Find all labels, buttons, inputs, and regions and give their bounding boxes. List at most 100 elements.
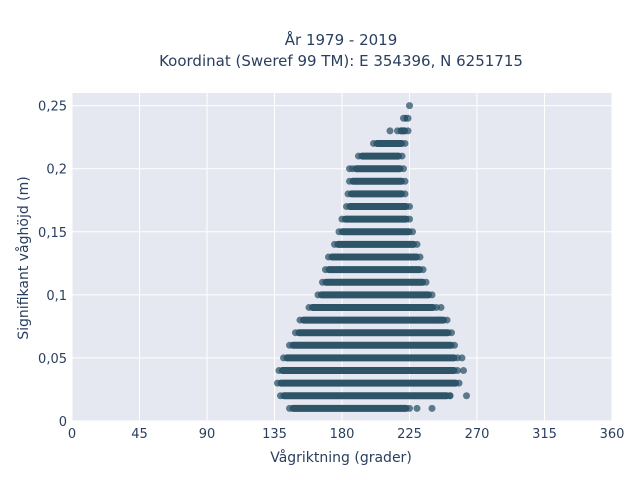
band-4 [280, 354, 461, 362]
band-bar [277, 379, 459, 387]
band-start-point [346, 177, 353, 185]
band-11 [322, 266, 427, 274]
band-start-point [331, 240, 338, 248]
band-end-point [455, 379, 463, 387]
band-10 [319, 278, 430, 286]
band-start-point [344, 190, 352, 198]
band-bar [358, 152, 402, 160]
band-bar [334, 240, 417, 248]
band-14 [335, 228, 416, 236]
data-point [346, 165, 353, 173]
band-bar [339, 228, 413, 236]
band-end-point [401, 177, 409, 185]
band-end-point [416, 253, 424, 261]
band-start-point [394, 127, 401, 135]
x-tick-label: 135 [262, 427, 287, 442]
band-bar [373, 139, 405, 147]
band-end-point [451, 341, 458, 349]
band-bar [300, 316, 447, 324]
band-end-point [400, 165, 407, 173]
band-end-point [443, 316, 451, 324]
band-start-point [355, 152, 362, 160]
band-bar [309, 303, 437, 311]
band-end-point [401, 139, 409, 147]
band-bar [280, 392, 450, 400]
band-end-point [406, 404, 413, 412]
band-20 [355, 152, 406, 160]
band-bar [346, 203, 410, 211]
data-point [437, 303, 445, 311]
band-start-point [286, 404, 293, 412]
band-end-point [409, 228, 416, 236]
band-6 [292, 329, 455, 337]
chart-title-line1: År 1979 - 2019 [285, 30, 398, 49]
band-start-point [274, 379, 281, 387]
band-8 [305, 303, 440, 311]
band-start-point [292, 329, 299, 337]
band-7 [296, 316, 451, 324]
band-start-point [343, 203, 350, 211]
band-bar [295, 329, 452, 337]
x-tick-label: 270 [465, 427, 490, 442]
band-end-point [404, 127, 412, 135]
data-point [458, 354, 466, 362]
data-point [446, 392, 454, 400]
band-start-point [335, 228, 343, 236]
band-bar [325, 266, 423, 274]
data-points [274, 102, 470, 412]
band-bar [328, 253, 420, 261]
band-start-point [277, 392, 284, 400]
band-21 [370, 139, 409, 147]
band-start-point [280, 354, 287, 362]
band-16 [343, 203, 413, 211]
data-point [460, 367, 467, 375]
y-axis-label: Signifikant våghöjd (m) [15, 176, 32, 339]
data-point [406, 102, 413, 110]
band-19 [349, 165, 407, 173]
x-tick-label: 45 [131, 427, 148, 442]
band-start-point [322, 266, 329, 274]
band-start-point [275, 367, 283, 375]
band-start-point [319, 278, 326, 286]
tick-labels: 0 45 90 135 180 225 270 315 360 0 0,05 0,1 0,15 0,2 0,… [38, 100, 624, 442]
x-tick-label: 315 [532, 427, 557, 442]
y-tick-label: 0,05 [38, 352, 67, 367]
band-start-point [325, 253, 332, 261]
band-1 [277, 392, 454, 400]
band-end-point [404, 114, 412, 122]
band-bar [342, 215, 410, 223]
x-tick-label: 360 [600, 427, 625, 442]
band-end-point [401, 190, 409, 198]
band-bar [348, 190, 405, 198]
band-23 [400, 114, 412, 122]
band-start-point [305, 303, 313, 311]
x-axis-label: Vågriktning (grader) [270, 449, 412, 466]
y-tick-label: 0,2 [46, 163, 67, 178]
band-5 [286, 341, 458, 349]
data-point [428, 404, 436, 412]
band-end-point [428, 291, 436, 299]
band-end-point [398, 152, 406, 160]
y-tick-label: 0 [59, 415, 67, 430]
band-start-point [314, 291, 322, 299]
band-13 [331, 240, 421, 248]
band-17 [344, 190, 409, 198]
x-tick-label: 90 [199, 427, 216, 442]
band-0 [286, 404, 413, 412]
band-bar [349, 177, 405, 185]
band-12 [325, 253, 424, 261]
band-bar [283, 354, 458, 362]
band-bar [318, 291, 432, 299]
band-bar [352, 165, 404, 173]
band-18 [346, 177, 409, 185]
band-start-point [286, 341, 293, 349]
data-point [463, 392, 470, 400]
x-tick-label: 0 [68, 427, 76, 442]
band-end-point [422, 278, 430, 286]
band-bar [289, 341, 455, 349]
band-9 [314, 291, 436, 299]
band-start-point [296, 316, 304, 324]
band-end-point [406, 215, 413, 223]
data-point [436, 316, 443, 324]
